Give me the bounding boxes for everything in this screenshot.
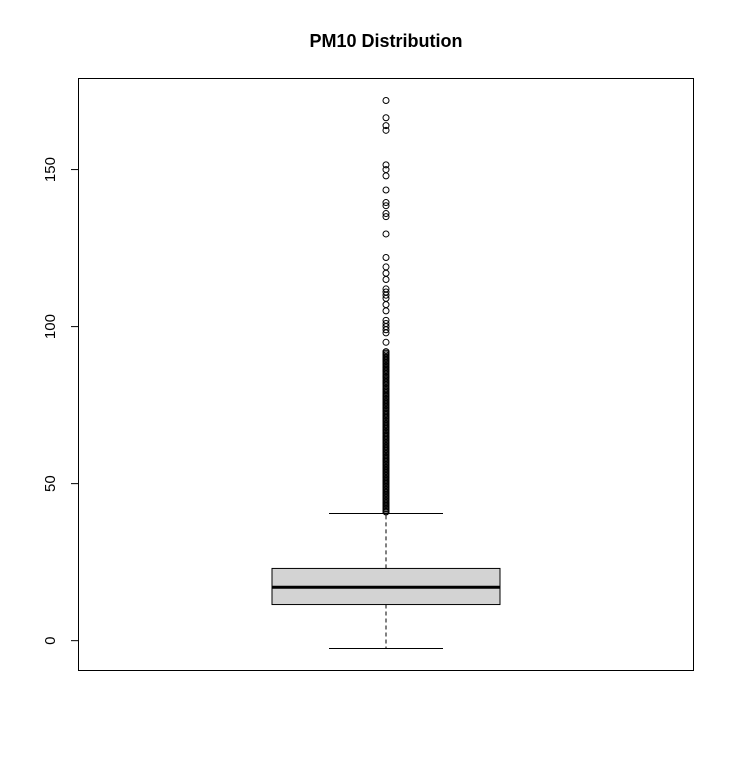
outlier-point: [382, 316, 390, 324]
outlier-point: [382, 301, 390, 309]
outlier-point: [382, 269, 390, 277]
outlier-point: [382, 348, 390, 356]
outlier-point: [382, 122, 390, 130]
outlier-point: [382, 395, 390, 403]
outlier-point: [382, 307, 390, 315]
outlier-point: [382, 213, 390, 221]
y-tick-label: 50: [42, 475, 59, 492]
outlier-point: [382, 275, 390, 283]
y-axis: 0 50 100 150: [42, 157, 79, 645]
outlier-point: [382, 285, 390, 293]
outlier-point: [382, 172, 390, 180]
outlier-point: [382, 114, 390, 122]
outlier-point: [382, 319, 390, 327]
outlier-point: [382, 254, 390, 262]
y-tick-label: 100: [42, 314, 59, 339]
outlier-point: [382, 351, 390, 359]
outlier-point: [382, 166, 390, 174]
y-tick-label: 0: [42, 636, 59, 644]
outlier-point: [382, 202, 390, 210]
y-tick-label: 150: [42, 157, 59, 182]
outlier-point: [382, 126, 390, 134]
outlier-point: [382, 288, 390, 296]
outliers: [382, 96, 390, 516]
chart-title: PM10 Distribution: [309, 31, 462, 51]
outlier-point: [382, 199, 390, 207]
outlier-point: [382, 186, 390, 194]
box: [271, 512, 501, 650]
outlier-point: [382, 96, 390, 104]
outlier-point: [382, 230, 390, 238]
outlier-point: [382, 210, 390, 218]
outlier-point: [382, 263, 390, 271]
outlier-point: [382, 338, 390, 346]
outlier-point: [382, 161, 390, 169]
